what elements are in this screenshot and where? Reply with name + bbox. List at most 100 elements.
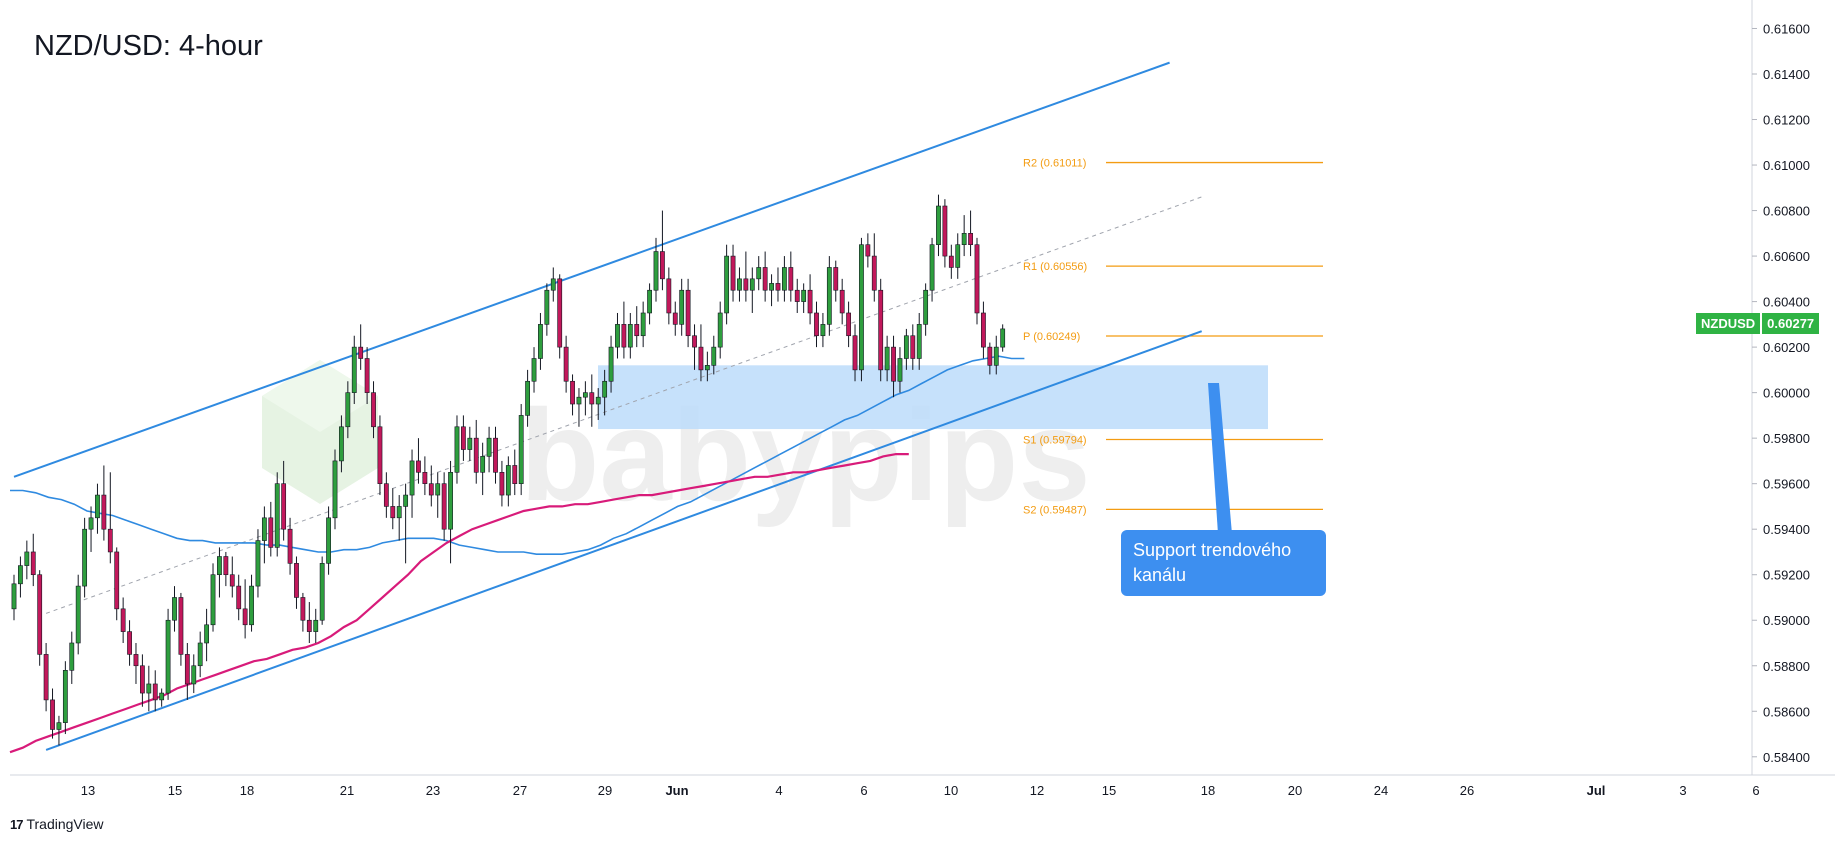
- candle: [184, 642, 190, 700]
- candle: [871, 233, 877, 302]
- candle-body: [159, 692, 165, 701]
- candle-body: [390, 506, 396, 519]
- candle: [146, 665, 152, 712]
- candle: [698, 324, 704, 382]
- candle: [518, 404, 524, 496]
- candle-body: [672, 312, 678, 325]
- candle-body: [859, 244, 864, 371]
- candle-body: [101, 494, 107, 530]
- candle: [602, 369, 608, 416]
- candle-body: [942, 205, 948, 257]
- tradingview-logo-icon: 17: [10, 816, 24, 832]
- candle: [582, 381, 588, 416]
- candle-body: [756, 267, 762, 280]
- candle-body: [184, 654, 190, 685]
- candle: [261, 506, 267, 564]
- candle-body: [878, 289, 884, 371]
- candle-body: [775, 283, 781, 291]
- candle-body: [505, 465, 511, 496]
- candle: [897, 347, 903, 393]
- candle-body: [88, 517, 94, 530]
- candle: [274, 472, 280, 557]
- candle: [358, 324, 364, 370]
- candle: [441, 472, 447, 541]
- candle: [50, 688, 55, 739]
- candle: [531, 347, 537, 393]
- tradingview-brand[interactable]: 17 TradingView: [10, 816, 104, 832]
- candle: [75, 574, 81, 655]
- chart-title: NZD/USD: 4-hour: [34, 30, 263, 62]
- candle: [178, 592, 184, 666]
- candle: [281, 460, 287, 541]
- x-tick-label: 23: [426, 783, 440, 798]
- pivot-label: S2 (0.59487): [1023, 504, 1087, 516]
- candle-body: [550, 278, 556, 291]
- candle: [737, 267, 742, 302]
- candle-body: [936, 205, 941, 246]
- axis-layer: 0.58400 0.58600 0.58800 0.59000 0.59200 0.594…: [10, 0, 1835, 798]
- candle-body: [486, 437, 492, 457]
- candle-body: [460, 426, 466, 450]
- candle-body: [737, 278, 742, 291]
- candle-body: [242, 608, 248, 626]
- candle-body: [576, 396, 582, 405]
- candle-body: [191, 665, 197, 685]
- channel-lower-line: [45, 330, 1203, 751]
- candle: [114, 547, 120, 621]
- candle-body: [891, 346, 896, 382]
- candle-body: [178, 597, 184, 655]
- candle: [210, 563, 216, 632]
- candle: [82, 517, 88, 598]
- candle: [948, 244, 954, 279]
- callout-pointer-layer: [1208, 383, 1232, 534]
- candle: [749, 267, 755, 313]
- candle-body: [826, 267, 832, 325]
- candle-body: [531, 358, 537, 382]
- x-tick-label: 13: [81, 783, 95, 798]
- x-tick-label: 15: [1102, 783, 1116, 798]
- candle-body: [454, 426, 460, 473]
- candle: [223, 551, 229, 587]
- candle-body: [801, 289, 807, 302]
- candle: [615, 312, 620, 359]
- candle-body: [480, 456, 486, 473]
- candle-body: [364, 358, 370, 393]
- candle: [993, 335, 999, 375]
- y-tick-label: 0.60600: [1763, 249, 1810, 264]
- candle-body: [981, 312, 986, 348]
- candle-body: [300, 597, 306, 621]
- candle: [653, 237, 659, 302]
- candle: [24, 540, 30, 580]
- moving-average-line: [10, 355, 1025, 556]
- candle-body: [197, 642, 203, 667]
- candle-body: [679, 289, 685, 325]
- candle-body: [306, 619, 312, 632]
- candle-body: [518, 415, 524, 484]
- candle: [794, 278, 800, 313]
- candle: [570, 374, 575, 416]
- candle-body: [50, 699, 55, 730]
- candle-body: [319, 563, 325, 621]
- x-tick-label: 6: [1752, 783, 1759, 798]
- candle: [762, 251, 768, 302]
- candle: [191, 654, 197, 694]
- candle-body: [326, 517, 331, 564]
- candle: [416, 438, 421, 484]
- candle: [724, 244, 730, 325]
- candle: [505, 456, 511, 507]
- candle-body: [261, 517, 267, 541]
- candle: [88, 506, 94, 552]
- candle: [454, 415, 460, 484]
- candle-body: [903, 335, 909, 359]
- y-tick-label: 0.59000: [1763, 613, 1810, 628]
- candle: [204, 608, 209, 662]
- candle-body: [582, 392, 588, 398]
- candle: [319, 556, 325, 625]
- candle: [807, 274, 813, 325]
- candle-body: [563, 346, 569, 382]
- candle-body: [717, 312, 723, 348]
- last-price-tag: NZDUSD 0.60277: [1696, 313, 1820, 334]
- candle-body: [621, 324, 627, 348]
- candle-body: [255, 540, 261, 587]
